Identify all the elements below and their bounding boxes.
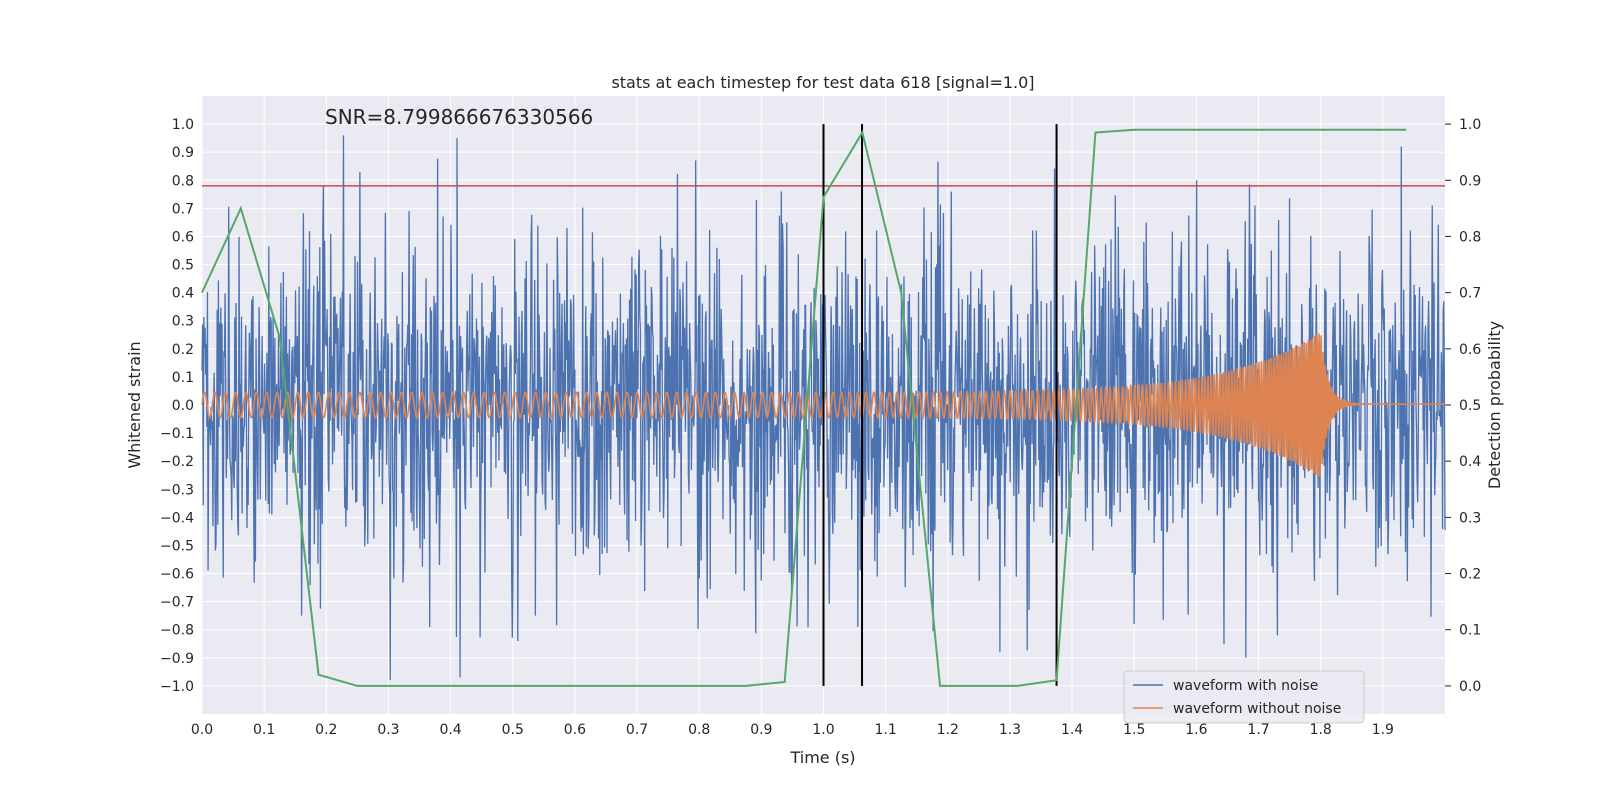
y-tick-label-left: −0.9 bbox=[160, 651, 194, 667]
series-detection-probability bbox=[201, 128, 1407, 687]
legend-box bbox=[1123, 670, 1365, 724]
y-axis-label-right: Detection probability bbox=[1485, 321, 1504, 489]
y-tick-label-right: 0.4 bbox=[1459, 454, 1481, 470]
y-tick-label-right: 0.8 bbox=[1459, 229, 1481, 245]
x-tick-label: 1.9 bbox=[1372, 722, 1394, 738]
y-tick-label-left: 0.7 bbox=[172, 201, 194, 217]
snr-annotation: SNR=8.799866676330566 bbox=[325, 105, 593, 129]
x-tick-label: 1.5 bbox=[1123, 722, 1145, 738]
y-tick-label-left: −0.1 bbox=[160, 426, 194, 442]
y-tick-label-left: 0.3 bbox=[172, 314, 194, 330]
y-tick-label-right: 0.6 bbox=[1459, 342, 1481, 358]
x-tick-label: 0.6 bbox=[564, 722, 586, 738]
x-tick-label: 0.8 bbox=[688, 722, 710, 738]
y-tick-label-left: 0.2 bbox=[172, 342, 194, 358]
y-tick-label-left: −0.4 bbox=[160, 510, 194, 526]
ticks: 0.0 0.1 0.2 0.3 0.4 0.5 0.6 0.7 0.8 0.9 1.0 1.1 1.2 1… bbox=[160, 117, 1481, 738]
y-tick-label-left: −0.6 bbox=[160, 567, 194, 583]
x-axis-label: Time (s) bbox=[789, 748, 855, 767]
x-tick-label: 0.7 bbox=[626, 722, 648, 738]
y-tick-label-right: 0.0 bbox=[1459, 679, 1481, 695]
y-tick-label-right: 0.7 bbox=[1459, 286, 1481, 302]
y-tick-label-left: −0.8 bbox=[160, 623, 194, 639]
y-axis-label-left: Whitened strain bbox=[125, 341, 144, 468]
y-tick-label-right: 0.1 bbox=[1459, 623, 1481, 639]
y-tick-label-right: 0.3 bbox=[1459, 510, 1481, 526]
x-tick-label: 0.4 bbox=[439, 722, 461, 738]
x-tick-label: 1.2 bbox=[937, 722, 959, 738]
y-tick-label-right: 0.9 bbox=[1459, 173, 1481, 189]
chart-title: stats at each timestep for test data 618… bbox=[611, 73, 1034, 92]
x-tick-label: 0.9 bbox=[750, 722, 772, 738]
series-layer bbox=[201, 124, 1446, 687]
x-tick-label: 0.1 bbox=[253, 722, 275, 738]
y-tick-label-left: 0.0 bbox=[172, 398, 194, 414]
legend-label-noise: waveform with noise bbox=[1173, 678, 1318, 694]
x-tick-label: 0.2 bbox=[315, 722, 337, 738]
x-tick-label: 1.8 bbox=[1310, 722, 1332, 738]
y-tick-label-left: 0.5 bbox=[172, 258, 194, 274]
y-tick-label-left: 0.4 bbox=[172, 286, 194, 302]
x-tick-label: 1.6 bbox=[1185, 722, 1207, 738]
y-tick-label-left: −1.0 bbox=[160, 679, 194, 695]
legend: waveform with noise waveform without noi… bbox=[1123, 670, 1365, 724]
x-tick-label: 0.0 bbox=[191, 722, 213, 738]
y-tick-label-left: 0.1 bbox=[172, 370, 194, 386]
y-tick-label-left: 0.8 bbox=[172, 173, 194, 189]
y-tick-label-left: 1.0 bbox=[172, 117, 194, 133]
y-tick-label-left: −0.7 bbox=[160, 595, 194, 611]
x-tick-label: 1.3 bbox=[999, 722, 1021, 738]
legend-label-clean: waveform without noise bbox=[1173, 701, 1341, 717]
y-tick-label-right: 0.2 bbox=[1459, 567, 1481, 583]
y-tick-label-left: −0.5 bbox=[160, 538, 194, 554]
x-tick-label: 1.4 bbox=[1061, 722, 1083, 738]
x-tick-label: 0.3 bbox=[377, 722, 399, 738]
y-tick-label-left: −0.3 bbox=[160, 482, 194, 498]
y-tick-label-left: −0.2 bbox=[160, 454, 194, 470]
y-tick-label-right: 0.5 bbox=[1459, 398, 1481, 414]
x-tick-label: 1.1 bbox=[875, 722, 897, 738]
y-tick-label-right: 1.0 bbox=[1459, 117, 1481, 133]
y-tick-label-left: 0.6 bbox=[172, 229, 194, 245]
x-tick-label: 0.5 bbox=[502, 722, 524, 738]
x-tick-label: 1.0 bbox=[812, 722, 834, 738]
x-tick-label: 1.7 bbox=[1247, 722, 1269, 738]
y-tick-label-left: 0.9 bbox=[172, 145, 194, 161]
